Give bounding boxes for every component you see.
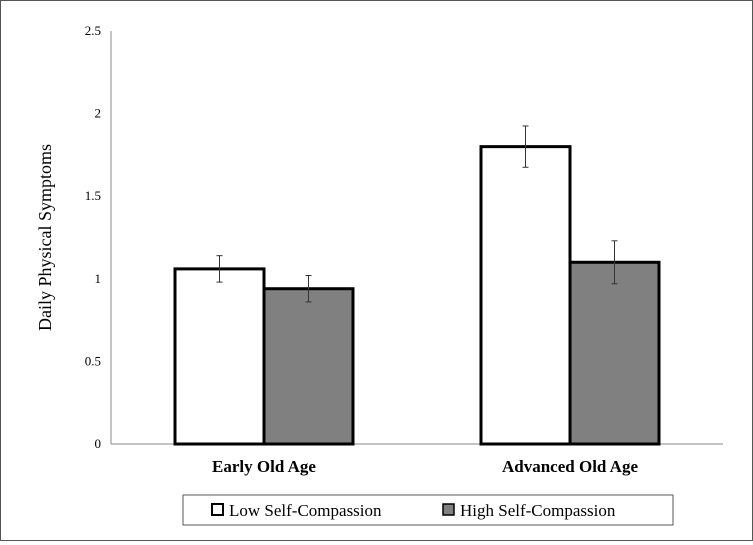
bar [262,287,355,446]
legend-swatch-low [211,503,224,516]
legend-label-low: Low Self-Compassion [229,501,382,520]
bar [173,267,266,446]
y-tick-label: 2 [95,106,102,121]
legend-label-high: High Self-Compassion [460,501,616,520]
y-tick-label: 1.5 [85,188,101,203]
category-label: Early Old Age [212,457,316,476]
legend-swatch-high [442,503,455,516]
y-axis-label: Daily Physical Symptoms [35,144,55,331]
bar [568,260,661,446]
y-tick-label: 0 [95,436,102,451]
y-tick-label: 1 [95,271,102,286]
y-tick-label: 2.5 [85,23,101,38]
bar [479,145,572,446]
category-label: Advanced Old Age [502,457,638,476]
legend-box [182,494,674,526]
bars-group [173,145,661,446]
y-tick-label: 0.5 [85,353,101,368]
y-axis-ticks: 0 0.5 1 1.5 2 2.5 [85,23,101,451]
category-labels: Early Old Age Advanced Old Age [212,457,638,476]
error-bars-group [216,125,618,303]
legend: Low Self-Compassion High Self-Compassion [182,494,674,526]
